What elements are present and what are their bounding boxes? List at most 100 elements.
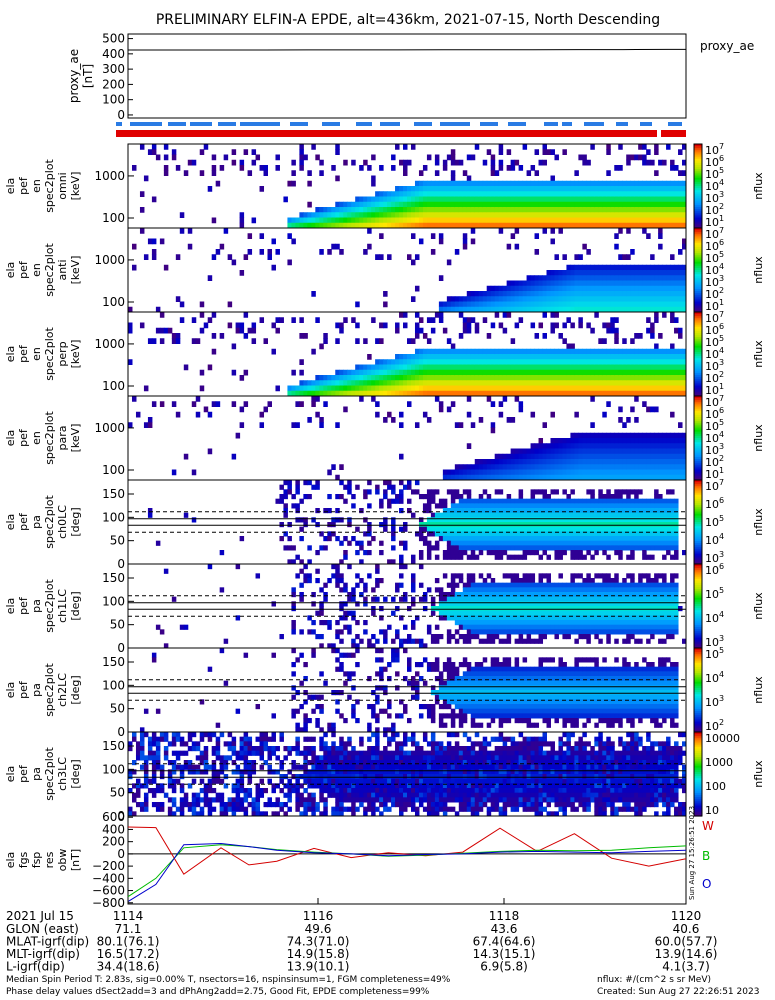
spectrogram-cell [654,432,659,439]
spectrogram-cell [446,512,452,518]
spectrogram-cell [367,522,372,528]
spectrogram-cell [554,606,559,612]
spectrogram-cell [566,531,571,537]
spectrogram-cell [590,385,595,392]
spectrogram-cell [478,369,484,376]
spectrogram-cell [486,385,492,392]
spectrogram-cell [674,285,679,292]
spectrogram-cell [522,222,528,229]
spectrogram-cell [666,359,671,365]
spectrogram-cell [430,217,436,224]
spectrogram-cell [546,201,551,208]
spectrogram-cell [518,508,524,514]
spectrogram-cell [650,333,655,339]
spectrogram-cell [275,385,280,392]
spectrogram-cell [682,270,687,276]
spectrogram-cell [658,474,663,481]
spectrogram-cell [646,526,651,532]
spectrogram-cell [426,369,432,376]
spectrogram-cell [490,180,496,187]
spectrogram-cell [538,301,544,308]
spectrogram-cell [514,610,520,616]
spectrogram-cell [586,448,591,455]
spectrogram-cell [215,401,221,407]
spectrogram-cell [375,222,380,229]
spectrogram-cell [339,222,344,229]
spectrogram-cell [482,306,488,313]
colorbar-cell [694,297,702,300]
spectrogram-cell [554,306,559,313]
spectrogram-cell [438,536,444,542]
spectrogram-cell [458,498,464,504]
spectrogram-cell [578,207,583,213]
spectrogram-cell [642,545,647,551]
spectrogram-cell [403,217,408,224]
spectrogram-cell [646,191,651,197]
spectrogram-cell [578,517,583,523]
spectrogram-cell [546,191,551,197]
spectrogram-cell [626,159,631,166]
spectrogram-cell [283,489,288,495]
spectrogram-cell [399,359,404,365]
colorbar-cell [694,534,702,538]
spectrogram-cell [542,369,547,376]
spectrogram-cell [570,301,575,308]
spectrogram-cell [215,249,221,255]
spectrogram-cell [474,327,480,334]
spectrogram-cell [654,438,659,444]
spectrogram-cell [654,545,659,551]
colorbar-cell [694,240,702,244]
spectrogram-cell [650,432,655,439]
spectrogram-cell [426,338,432,344]
spectrogram-cell [327,531,332,537]
spectrogram-cell [303,564,308,570]
spectrogram-cell [478,464,484,470]
spectrogram-cell [634,154,639,161]
spectrogram-cell [478,201,484,208]
spectrogram-cell [566,526,571,532]
spectrogram-cell [486,301,492,308]
spectrogram-cell [183,170,189,176]
spectrogram-cell [574,453,579,460]
spectrogram-cell [530,610,536,616]
spectrogram-cell [363,159,368,166]
spectrogram-cell [514,503,520,509]
spectrogram-cell [379,375,384,381]
spectrogram-cell [598,359,603,365]
spectrogram-cell [498,196,504,203]
spectrogram-cell [323,212,328,218]
spectrogram-cell [526,222,532,229]
spectrogram-cell [434,375,440,381]
spectrogram-cell [530,512,536,518]
spectrogram-cell [442,201,448,208]
spectrogram-cell [442,222,448,229]
spectrogram-cell [546,348,551,355]
spectrogram-cell [458,554,464,560]
spectrogram-cell [458,536,464,542]
spectrogram-cell [574,212,579,218]
spectrogram-cell [574,306,579,313]
spectrogram-cell [339,559,344,565]
spectrogram-cell [347,222,352,229]
spectrogram-cell [418,385,424,392]
spectrogram-cell [566,596,571,602]
spectrogram-cell [247,170,253,176]
spectrogram-cell [486,596,492,602]
spectrogram-cell [574,201,579,208]
spectrogram-cell [534,291,540,297]
spectrogram-cell [454,620,460,626]
spectrogram-cell [670,222,675,229]
spectrogram-cell [438,601,444,607]
spectrogram-cell [658,517,663,523]
colorbar-cell [694,553,702,557]
spectrogram-cell [311,385,316,392]
spectrogram-cell [422,186,428,192]
spectrogram-cell [307,629,312,635]
colorbar-cell [694,515,702,519]
spectrogram-cell [642,301,647,308]
spectrogram-cell [558,354,563,360]
spectrogram-cell [486,620,492,626]
spectrogram-cell [474,217,480,224]
spectrogram-cell [666,474,671,481]
spectrogram-cell [666,522,671,528]
